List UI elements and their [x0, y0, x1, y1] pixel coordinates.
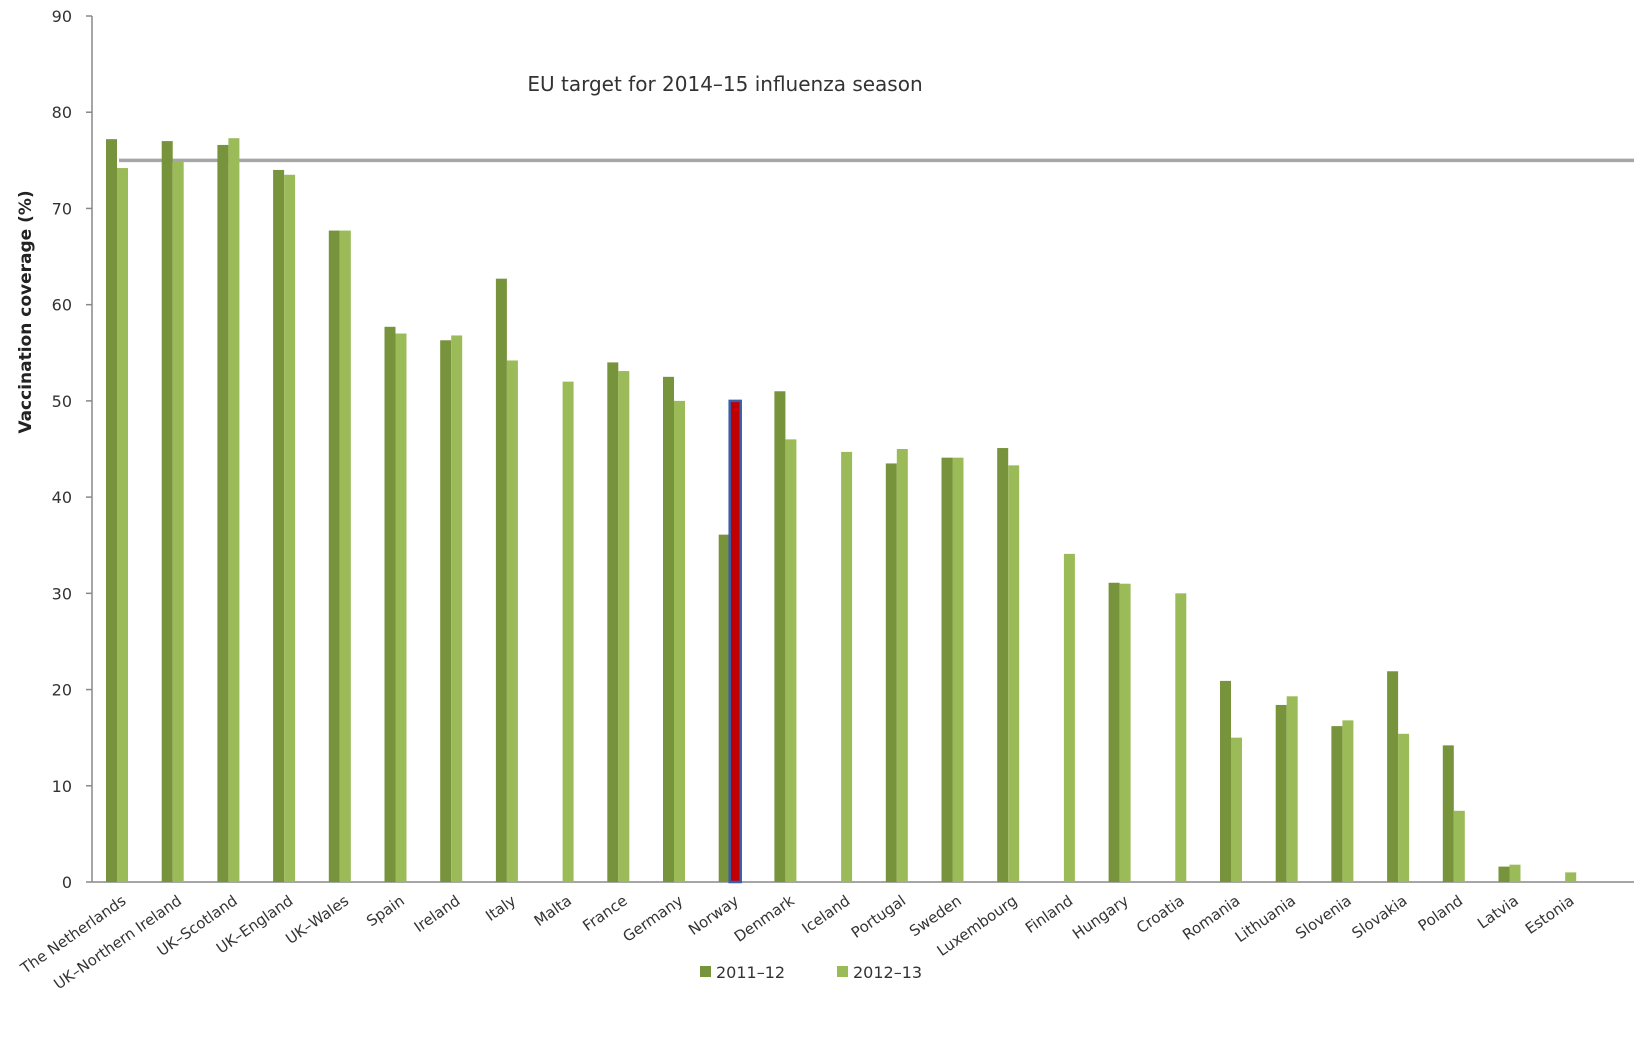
- y-tick-label: 10: [52, 777, 72, 796]
- bar-poland-2012-13: [1453, 810, 1465, 882]
- bar-uk-wales-2012-13: [339, 230, 351, 882]
- x-tick-label: Italy: [482, 891, 519, 924]
- bar-portugal-2011-12: [885, 463, 897, 882]
- y-tick-label: 20: [52, 681, 72, 700]
- bar-italy-2011-12: [495, 278, 507, 883]
- bar-portugal-2012-13: [896, 449, 908, 882]
- bar-estonia-2012-13: [1565, 872, 1577, 882]
- y-tick-label: 80: [52, 103, 72, 122]
- bar-uk-scotland-2012-13: [228, 138, 240, 883]
- x-tick-label: Spain: [363, 892, 408, 931]
- bar-luxembourg-2012-13: [1008, 465, 1020, 882]
- legend-label-2012-13: 2012–13: [853, 963, 922, 982]
- eu-target-annotation: EU target for 2014–15 influenza season: [527, 72, 922, 96]
- legend: 2011–12 2012–13: [700, 963, 922, 982]
- bar-malta-2012-13: [562, 381, 574, 882]
- legend-label-2011-12: 2011–12: [716, 963, 785, 982]
- bar-france-2012-13: [618, 371, 630, 882]
- bar-uk-northern-ireland-2011-12: [161, 141, 173, 883]
- x-tick-label: Iceland: [799, 892, 854, 938]
- bar-uk-england-2012-13: [284, 174, 296, 882]
- bars: [106, 138, 1577, 884]
- legend-swatch-2012-13: [837, 966, 848, 977]
- bar-norway-2011-12: [718, 534, 730, 882]
- bar-luxembourg-2011-12: [997, 448, 1009, 882]
- bar-spain-2012-13: [395, 333, 407, 882]
- y-tick-label: 50: [52, 392, 72, 411]
- x-tick-label: Denmark: [731, 891, 798, 945]
- bar-denmark-2012-13: [785, 439, 797, 882]
- bar-uk-wales-2011-12: [328, 230, 340, 882]
- bar-lithuania-2011-12: [1275, 704, 1287, 882]
- bar-romania-2011-12: [1220, 680, 1231, 882]
- bar-slovakia-2012-13: [1398, 733, 1410, 882]
- x-tick-label: Romania: [1179, 892, 1243, 944]
- x-tick-label: Estonia: [1522, 892, 1578, 938]
- bar-sweden-2012-13: [952, 457, 964, 882]
- bar-norway-2012-13: [728, 399, 742, 884]
- bar-hungary-2012-13: [1119, 583, 1131, 882]
- y-tick-label: 90: [52, 7, 72, 26]
- bar-latvia-2012-13: [1509, 864, 1521, 882]
- x-tick-label: Slovakia: [1348, 892, 1410, 943]
- x-tick-label: UK–Wales: [282, 891, 352, 947]
- x-tick-label: Lithuania: [1232, 892, 1299, 947]
- x-tick-label: Poland: [1415, 892, 1466, 935]
- y-tick-label: 70: [52, 199, 72, 218]
- bar-uk-northern-ireland-2012-13: [172, 161, 184, 883]
- x-tick-label: Slovenia: [1292, 892, 1355, 943]
- eu-target-group: EU target for 2014–15 influenza season: [119, 72, 1634, 163]
- x-tick-label: Germany: [619, 891, 686, 945]
- bar-germany-2011-12: [663, 376, 674, 882]
- y-tick-label: 30: [52, 584, 72, 603]
- y-tick-label: 40: [52, 488, 72, 507]
- x-tick-label: Ireland: [411, 892, 464, 937]
- y-axis-ticks: 0 10 20 30 40 50 60 70 80 90: [52, 7, 92, 892]
- bar-denmark-2011-12: [774, 391, 786, 882]
- bar-italy-2012-13: [506, 360, 518, 882]
- bar-germany-2012-13: [674, 400, 685, 882]
- x-tick-label: Hungary: [1069, 891, 1132, 943]
- y-tick-label: 60: [52, 296, 72, 315]
- bar-sweden-2011-12: [941, 457, 953, 882]
- bar-ireland-2012-13: [451, 335, 463, 882]
- bar-the-netherlands-2012-13: [117, 168, 128, 882]
- bar-latvia-2011-12: [1498, 866, 1510, 882]
- bar-the-netherlands-2011-12: [106, 139, 117, 883]
- bar-poland-2011-12: [1442, 745, 1454, 882]
- bar-slovenia-2012-13: [1342, 720, 1354, 882]
- y-tick-label: 0: [62, 873, 72, 892]
- x-tick-label: Malta: [531, 892, 575, 930]
- bar-ireland-2011-12: [440, 340, 452, 882]
- bar-lithuania-2012-13: [1286, 696, 1298, 882]
- legend-swatch-2011-12: [700, 966, 711, 977]
- bar-france-2011-12: [607, 362, 619, 882]
- bar-finland-2012-13: [1063, 553, 1075, 882]
- bar-spain-2011-12: [384, 326, 396, 882]
- x-tick-label: Finland: [1022, 892, 1076, 937]
- y-axis-title: Vaccination coverage (%): [16, 190, 36, 433]
- bar-iceland-2012-13: [841, 451, 853, 882]
- bar-hungary-2011-12: [1108, 582, 1120, 882]
- bar-croatia-2012-13: [1175, 593, 1187, 882]
- bar-uk-scotland-2011-12: [217, 144, 229, 883]
- x-tick-label: Portugal: [848, 892, 909, 942]
- bar-slovakia-2011-12: [1387, 671, 1399, 882]
- x-tick-label: Latvia: [1474, 892, 1522, 933]
- bar-uk-england-2011-12: [273, 169, 285, 882]
- bar-romania-2012-13: [1231, 737, 1242, 882]
- bar-slovenia-2011-12: [1331, 726, 1343, 882]
